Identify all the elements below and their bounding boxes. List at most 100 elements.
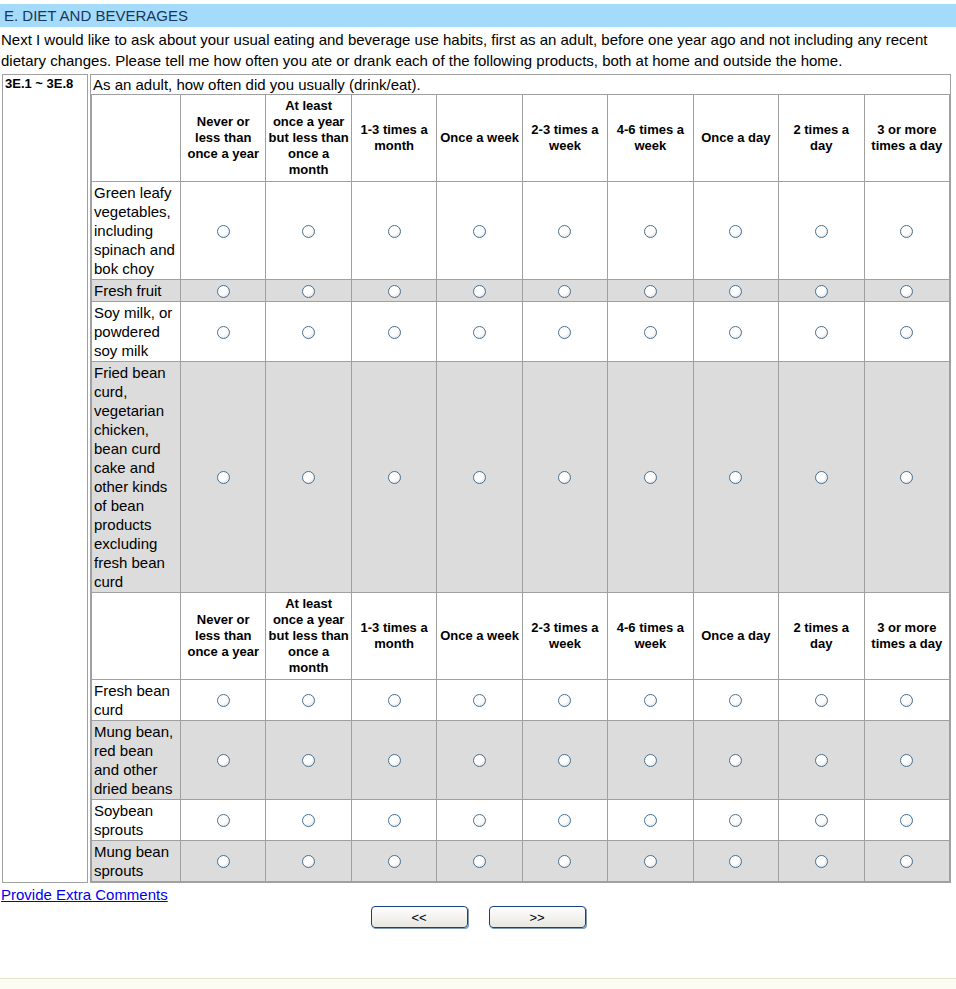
- radio-3e3-option-2[interactable]: [302, 326, 315, 339]
- radio-3e8-option-5[interactable]: [558, 855, 571, 868]
- radio-3e1-option-8[interactable]: [815, 225, 828, 238]
- radio-3e4-option-2[interactable]: [302, 471, 315, 484]
- item-label: Fresh fruit: [92, 280, 181, 302]
- radio-3e8-option-6[interactable]: [644, 855, 657, 868]
- question-row: 3E.1 ~ 3E.8 As an adult, how often did y…: [2, 74, 951, 883]
- radio-3e6-option-4[interactable]: [473, 754, 486, 767]
- radio-3e1-option-3[interactable]: [388, 225, 401, 238]
- radio-3e2-option-3[interactable]: [388, 285, 401, 298]
- radio-3e2-option-2[interactable]: [302, 285, 315, 298]
- frequency-option-header: Once a week: [437, 593, 522, 680]
- provide-extra-comments-link[interactable]: Provide Extra Comments: [1, 886, 168, 903]
- radio-3e1-option-5[interactable]: [558, 225, 571, 238]
- radio-3e7-option-3[interactable]: [388, 814, 401, 827]
- radio-3e4-option-9[interactable]: [900, 471, 913, 484]
- radio-3e5-option-9[interactable]: [900, 694, 913, 707]
- radio-3e5-option-4[interactable]: [473, 694, 486, 707]
- radio-3e3-option-1[interactable]: [217, 326, 230, 339]
- item-row-3e8: Mung bean sprouts: [92, 841, 950, 882]
- radio-3e1-option-4[interactable]: [473, 225, 486, 238]
- radio-3e1-option-1[interactable]: [217, 225, 230, 238]
- radio-3e2-option-9[interactable]: [900, 285, 913, 298]
- radio-3e6-option-8[interactable]: [815, 754, 828, 767]
- radio-3e5-option-5[interactable]: [558, 694, 571, 707]
- radio-3e8-option-4[interactable]: [473, 855, 486, 868]
- radio-3e8-option-2[interactable]: [302, 855, 315, 868]
- radio-3e5-option-2[interactable]: [302, 694, 315, 707]
- item-label: Fresh bean curd: [92, 680, 181, 721]
- frequency-option-header: 2-3 times a week: [522, 95, 607, 182]
- item-label: Soy milk, or powdered soy milk: [92, 302, 181, 362]
- radio-cell: [181, 680, 266, 721]
- radio-3e4-option-4[interactable]: [473, 471, 486, 484]
- radio-3e2-option-1[interactable]: [217, 285, 230, 298]
- radio-3e5-option-3[interactable]: [388, 694, 401, 707]
- radio-3e4-option-6[interactable]: [644, 471, 657, 484]
- radio-3e1-option-6[interactable]: [644, 225, 657, 238]
- radio-3e7-option-4[interactable]: [473, 814, 486, 827]
- radio-3e3-option-4[interactable]: [473, 326, 486, 339]
- frequency-option-header: 3 or more times a day: [864, 593, 950, 680]
- radio-3e7-option-7[interactable]: [729, 814, 742, 827]
- radio-3e8-option-1[interactable]: [217, 855, 230, 868]
- radio-3e6-option-3[interactable]: [388, 754, 401, 767]
- radio-cell: [351, 721, 436, 800]
- radio-3e4-option-7[interactable]: [729, 471, 742, 484]
- radio-3e4-option-1[interactable]: [217, 471, 230, 484]
- radio-3e8-option-9[interactable]: [900, 855, 913, 868]
- radio-cell: [608, 721, 693, 800]
- radio-cell: [266, 362, 351, 593]
- radio-3e5-option-7[interactable]: [729, 694, 742, 707]
- radio-cell: [864, 680, 950, 721]
- radio-3e1-option-9[interactable]: [900, 225, 913, 238]
- radio-3e6-option-7[interactable]: [729, 754, 742, 767]
- radio-cell: [437, 800, 522, 841]
- radio-3e7-option-9[interactable]: [900, 814, 913, 827]
- radio-3e8-option-8[interactable]: [815, 855, 828, 868]
- radio-3e6-option-5[interactable]: [558, 754, 571, 767]
- radio-3e3-option-9[interactable]: [900, 326, 913, 339]
- radio-3e4-option-5[interactable]: [558, 471, 571, 484]
- radio-3e7-option-6[interactable]: [644, 814, 657, 827]
- radio-3e5-option-1[interactable]: [217, 694, 230, 707]
- radio-3e2-option-5[interactable]: [558, 285, 571, 298]
- radio-3e8-option-7[interactable]: [729, 855, 742, 868]
- radio-cell: [864, 280, 950, 302]
- radio-cell: [181, 721, 266, 800]
- radio-3e3-option-3[interactable]: [388, 326, 401, 339]
- radio-3e5-option-6[interactable]: [644, 694, 657, 707]
- next-page-button[interactable]: >>: [489, 906, 586, 928]
- radio-3e3-option-6[interactable]: [644, 326, 657, 339]
- radio-3e3-option-5[interactable]: [558, 326, 571, 339]
- radio-3e6-option-2[interactable]: [302, 754, 315, 767]
- radio-3e7-option-2[interactable]: [302, 814, 315, 827]
- item-row-3e3: Soy milk, or powdered soy milk: [92, 302, 950, 362]
- radio-3e3-option-8[interactable]: [815, 326, 828, 339]
- radio-3e2-option-8[interactable]: [815, 285, 828, 298]
- radio-3e6-option-6[interactable]: [644, 754, 657, 767]
- radio-3e1-option-2[interactable]: [302, 225, 315, 238]
- radio-3e3-option-7[interactable]: [729, 326, 742, 339]
- radio-cell: [522, 362, 607, 593]
- radio-3e1-option-7[interactable]: [729, 225, 742, 238]
- radio-3e7-option-8[interactable]: [815, 814, 828, 827]
- frequency-option-header: At least once a year but less than once …: [266, 95, 351, 182]
- frequency-option-header: 1-3 times a month: [351, 593, 436, 680]
- radio-3e4-option-3[interactable]: [388, 471, 401, 484]
- radio-cell: [693, 680, 778, 721]
- previous-page-button[interactable]: <<: [371, 906, 468, 928]
- radio-3e8-option-3[interactable]: [388, 855, 401, 868]
- radio-3e4-option-8[interactable]: [815, 471, 828, 484]
- radio-3e6-option-9[interactable]: [900, 754, 913, 767]
- radio-3e2-option-6[interactable]: [644, 285, 657, 298]
- radio-3e6-option-1[interactable]: [217, 754, 230, 767]
- radio-3e7-option-5[interactable]: [558, 814, 571, 827]
- footer-bar: [0, 978, 956, 989]
- radio-3e2-option-4[interactable]: [473, 285, 486, 298]
- frequency-header-row: Never or less than once a yearAt least o…: [92, 95, 950, 182]
- radio-cell: [864, 362, 950, 593]
- item-label: Green leafy vegetables, including spinac…: [92, 182, 181, 280]
- radio-3e7-option-1[interactable]: [217, 814, 230, 827]
- radio-3e5-option-8[interactable]: [815, 694, 828, 707]
- radio-3e2-option-7[interactable]: [729, 285, 742, 298]
